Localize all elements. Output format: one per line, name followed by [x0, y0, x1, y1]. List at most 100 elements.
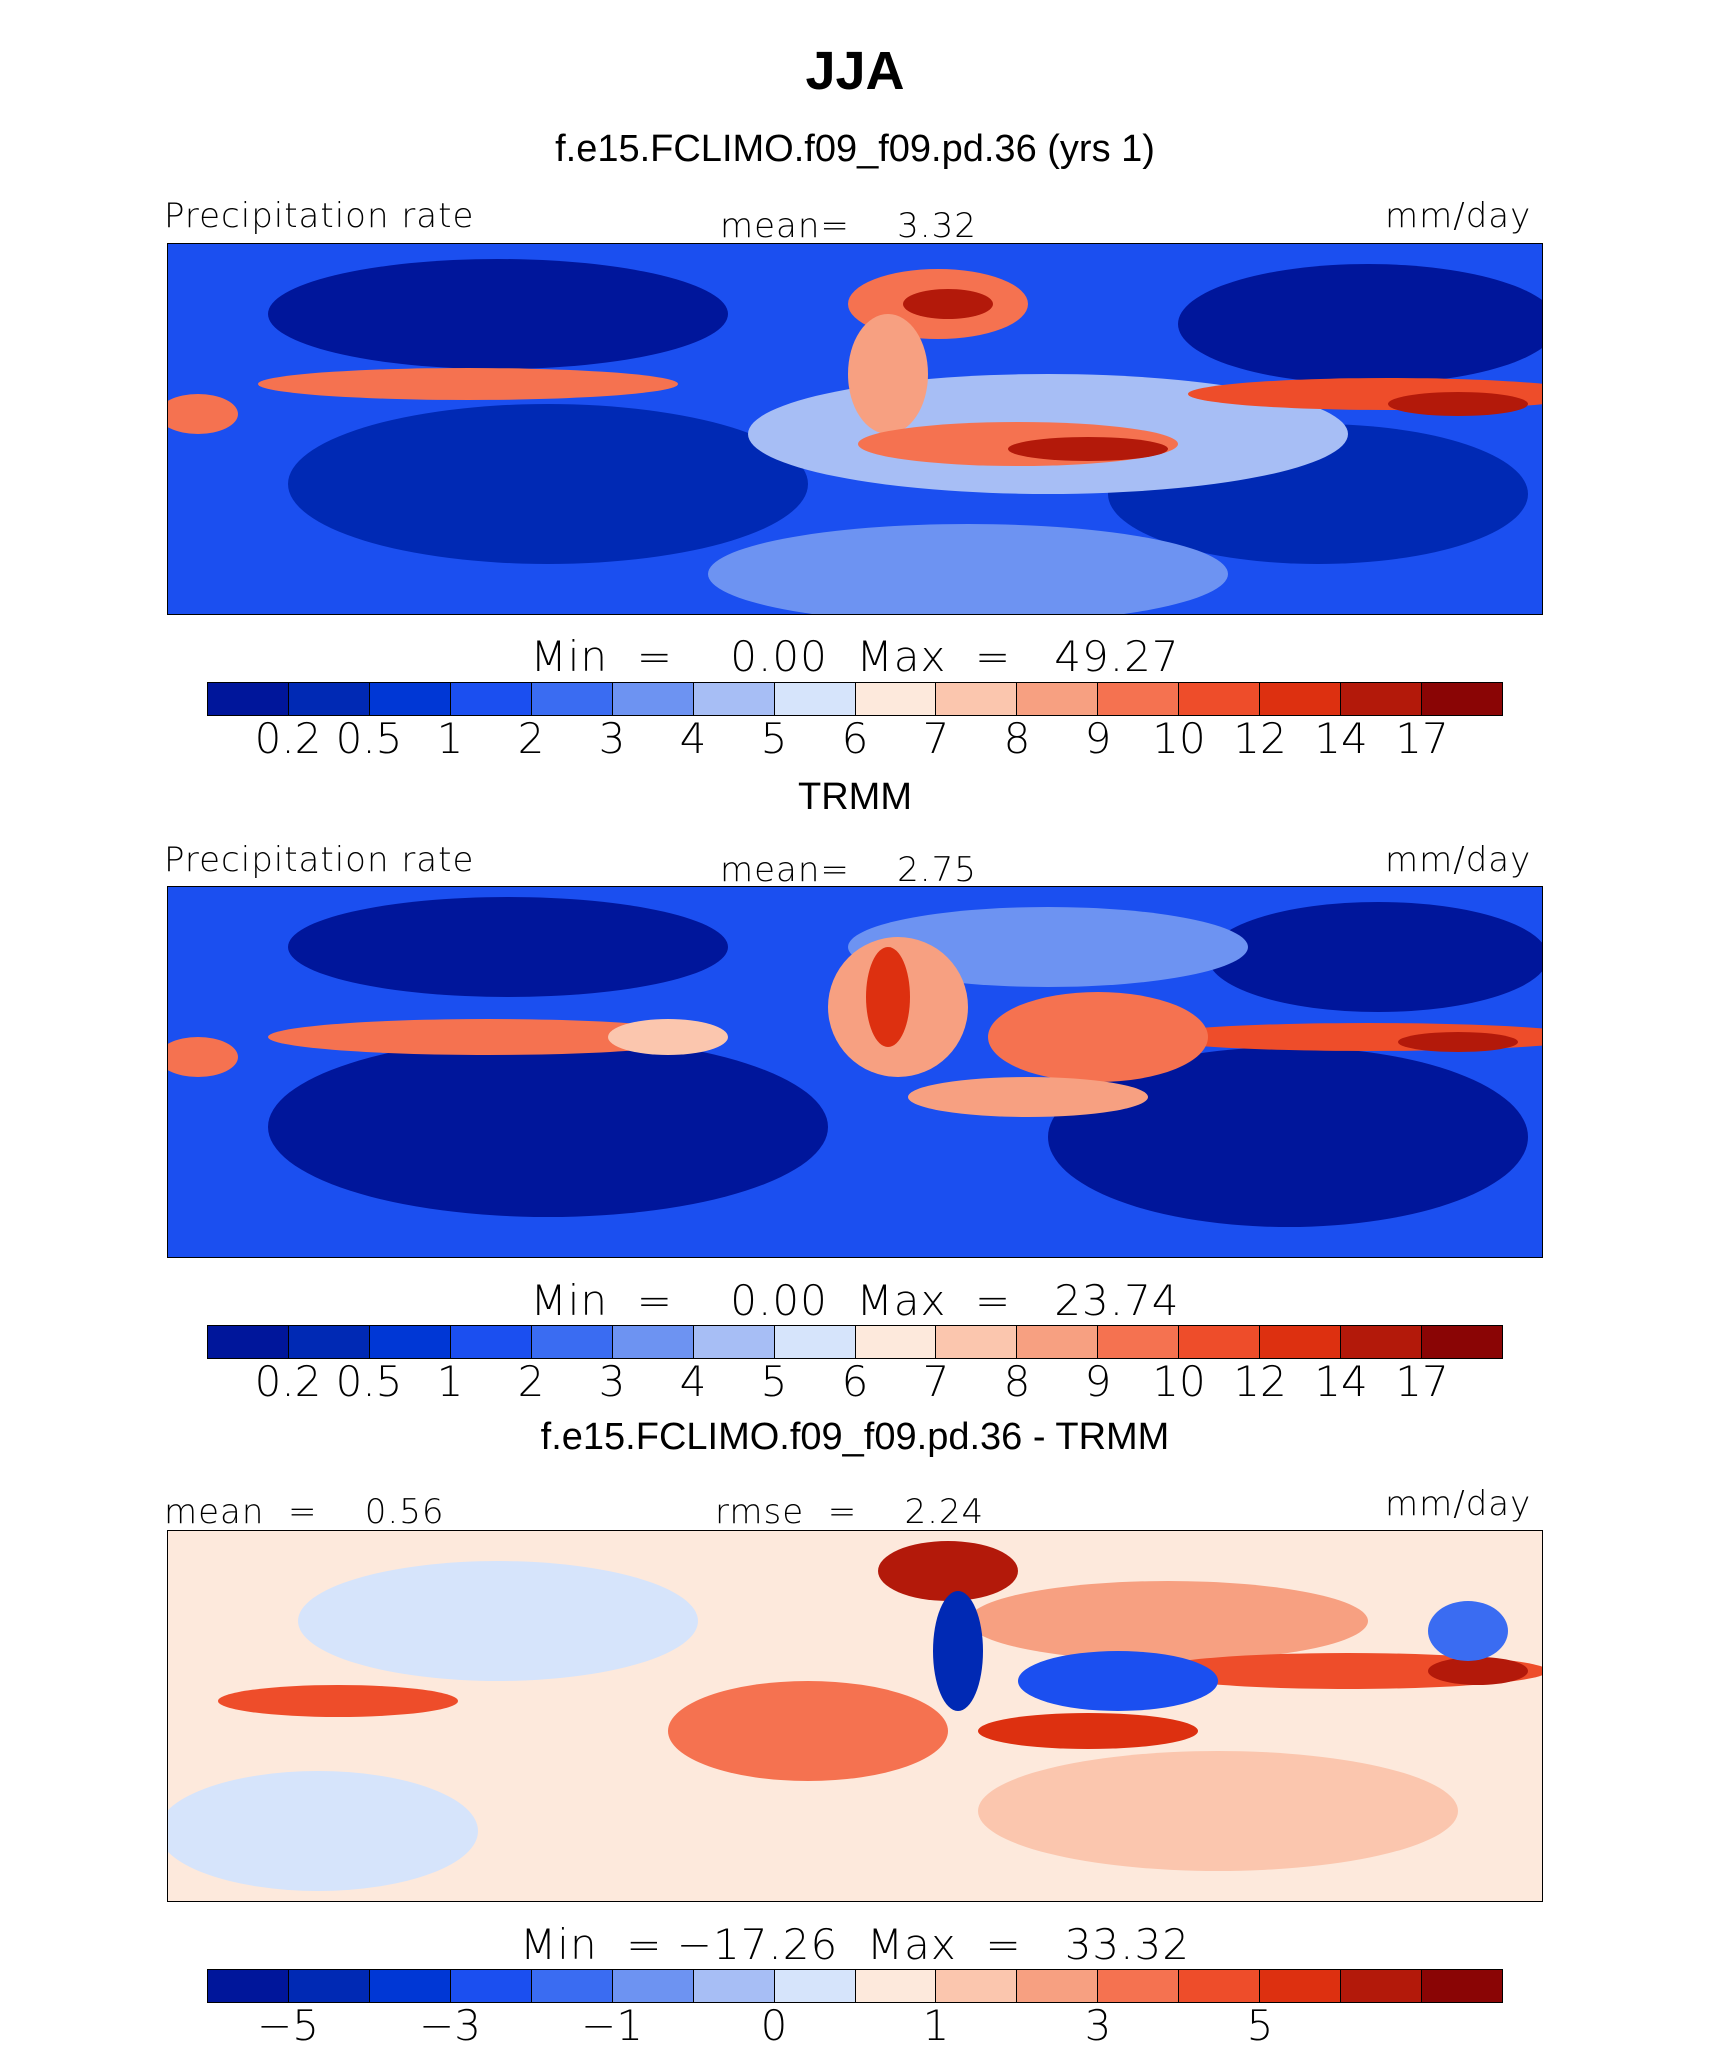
colorbar-swatch-13 — [1260, 1326, 1342, 1358]
colorbar-swatch-7 — [774, 683, 856, 715]
colorbar-swatch-12 — [1179, 683, 1261, 715]
colorbar-tick-label: 5 — [760, 714, 788, 763]
colorbar-swatch-9 — [936, 1326, 1018, 1358]
colorbar-tick-label: −5 — [257, 2001, 319, 2050]
colorbar-swatch-4 — [531, 1970, 613, 2002]
panel-1-map — [167, 243, 1543, 615]
colorbar-swatch-2 — [369, 1326, 451, 1358]
colorbar-swatch-15 — [1422, 1970, 1502, 2002]
colorbar-swatch-6 — [693, 683, 775, 715]
colorbar-tick-label: 3 — [1084, 2001, 1112, 2050]
panel-1-mean-label: mean= 3.32 — [720, 206, 977, 246]
colorbar-swatch-11 — [1098, 683, 1180, 715]
panel-2-mean-label: mean= 2.75 — [720, 850, 977, 890]
colorbar-tick-label: 6 — [841, 1357, 869, 1406]
colorbar-swatch-5 — [612, 683, 694, 715]
colorbar-swatch-1 — [288, 683, 370, 715]
colorbar-swatch-8 — [855, 683, 937, 715]
colorbar-swatch-3 — [450, 1970, 532, 2002]
colorbar-tick-label: 3 — [598, 1357, 626, 1406]
panel-2-colorbar-ticks: 0.2 0.5 1 2 3 4 5 6 7 8 9 10 12 14 17 — [207, 1357, 1503, 1406]
panel-3-map — [167, 1530, 1543, 1902]
colorbar-tick-label: 4 — [679, 714, 707, 763]
colorbar-swatch-12 — [1179, 1970, 1261, 2002]
colorbar-swatch-15 — [1422, 1326, 1502, 1358]
colorbar-swatch-3 — [450, 683, 532, 715]
panel-3-units-label: mm/day — [1385, 1484, 1532, 1524]
precip-trmm-field — [168, 887, 1542, 1257]
colorbar-swatch-5 — [612, 1970, 694, 2002]
colorbar-swatch-7 — [774, 1970, 856, 2002]
colorbar-swatch-1 — [288, 1326, 370, 1358]
colorbar-tick-label: 0.2 — [254, 714, 322, 763]
colorbar-tick-label: 6 — [841, 714, 869, 763]
panel-1-units-label: mm/day — [1385, 196, 1532, 236]
colorbar-tick-label: 3 — [598, 714, 626, 763]
colorbar-tick-label: 8 — [1003, 1357, 1031, 1406]
colorbar-swatch-11 — [1098, 1970, 1180, 2002]
colorbar-swatch-10 — [1017, 1970, 1099, 2002]
colorbar-tick-label: 12 — [1233, 714, 1287, 763]
panel-2-units-label: mm/day — [1385, 840, 1532, 880]
figure-title: JJA — [805, 41, 905, 101]
colorbar-swatch-13 — [1260, 683, 1342, 715]
colorbar-swatch-6 — [693, 1970, 775, 2002]
colorbar-swatch-2 — [369, 1970, 451, 2002]
colorbar-tick-label: 0.5 — [335, 1357, 403, 1406]
colorbar-swatch-3 — [450, 1326, 532, 1358]
colorbar-tick-label: 17 — [1395, 1357, 1449, 1406]
colorbar-swatch-8 — [855, 1970, 937, 2002]
panel-2-map — [167, 886, 1543, 1258]
panel-1-colorbar-ticks: 0.2 0.5 1 2 3 4 5 6 7 8 9 10 12 14 17 — [207, 714, 1503, 763]
colorbar-tick-label: 1 — [436, 1357, 464, 1406]
colorbar-swatch-9 — [936, 683, 1018, 715]
colorbar-swatch-8 — [855, 1326, 937, 1358]
colorbar-swatch-12 — [1179, 1326, 1261, 1358]
colorbar-tick-label: 2 — [517, 714, 545, 763]
panel-2-colorbar — [207, 1325, 1503, 1359]
panel-1-minmax: Min = 0.00 Max = 49.27 — [530, 632, 1180, 681]
colorbar-tick-label: 14 — [1314, 714, 1368, 763]
panel-2-variable-label: Precipitation rate — [164, 840, 475, 880]
colorbar-swatch-10 — [1017, 1326, 1099, 1358]
colorbar-tick-label: 10 — [1152, 1357, 1206, 1406]
colorbar-tick-label: 8 — [1003, 714, 1031, 763]
panel-3-rmse-label: rmse = 2.24 — [715, 1492, 985, 1532]
colorbar-swatch-13 — [1260, 1970, 1342, 2002]
panel-2-subtitle: TRMM — [798, 776, 912, 818]
precip-model-field — [168, 244, 1542, 614]
panel-1-colorbar — [207, 682, 1503, 716]
colorbar-tick-label: 17 — [1395, 714, 1449, 763]
colorbar-swatch-14 — [1341, 683, 1423, 715]
colorbar-swatch-14 — [1341, 1326, 1423, 1358]
colorbar-tick-label: 5 — [1246, 2001, 1274, 2050]
colorbar-swatch-0 — [208, 1970, 289, 2002]
colorbar-swatch-0 — [208, 683, 289, 715]
panel-3-subtitle: f.e15.FCLIMO.f09_f09.pd.36 - TRMM — [540, 1416, 1170, 1458]
colorbar-swatch-15 — [1422, 683, 1502, 715]
colorbar-swatch-4 — [531, 1326, 613, 1358]
colorbar-swatch-6 — [693, 1326, 775, 1358]
colorbar-tick-label: 7 — [922, 714, 950, 763]
colorbar-tick-label: 9 — [1084, 714, 1112, 763]
colorbar-swatch-7 — [774, 1326, 856, 1358]
colorbar-tick-label: 1 — [922, 2001, 950, 2050]
colorbar-tick-label: −3 — [419, 2001, 481, 2050]
panel-3-colorbar-ticks: −5 −3 −1 0 1 3 5 — [207, 2001, 1503, 2050]
colorbar-tick-label: 14 — [1314, 1357, 1368, 1406]
colorbar-tick-label: 12 — [1233, 1357, 1287, 1406]
colorbar-tick-label: 0.2 — [254, 1357, 322, 1406]
colorbar-swatch-1 — [288, 1970, 370, 2002]
panel-1-variable-label: Precipitation rate — [164, 196, 475, 236]
colorbar-swatch-5 — [612, 1326, 694, 1358]
panel-3-colorbar — [207, 1969, 1503, 2003]
precip-difference-field — [168, 1531, 1542, 1901]
colorbar-swatch-10 — [1017, 683, 1099, 715]
colorbar-tick-label: 5 — [760, 1357, 788, 1406]
colorbar-swatch-9 — [936, 1970, 1018, 2002]
colorbar-swatch-14 — [1341, 1970, 1423, 2002]
colorbar-swatch-4 — [531, 683, 613, 715]
colorbar-tick-label: 9 — [1084, 1357, 1112, 1406]
colorbar-tick-label: 2 — [517, 1357, 545, 1406]
colorbar-tick-label: 7 — [922, 1357, 950, 1406]
